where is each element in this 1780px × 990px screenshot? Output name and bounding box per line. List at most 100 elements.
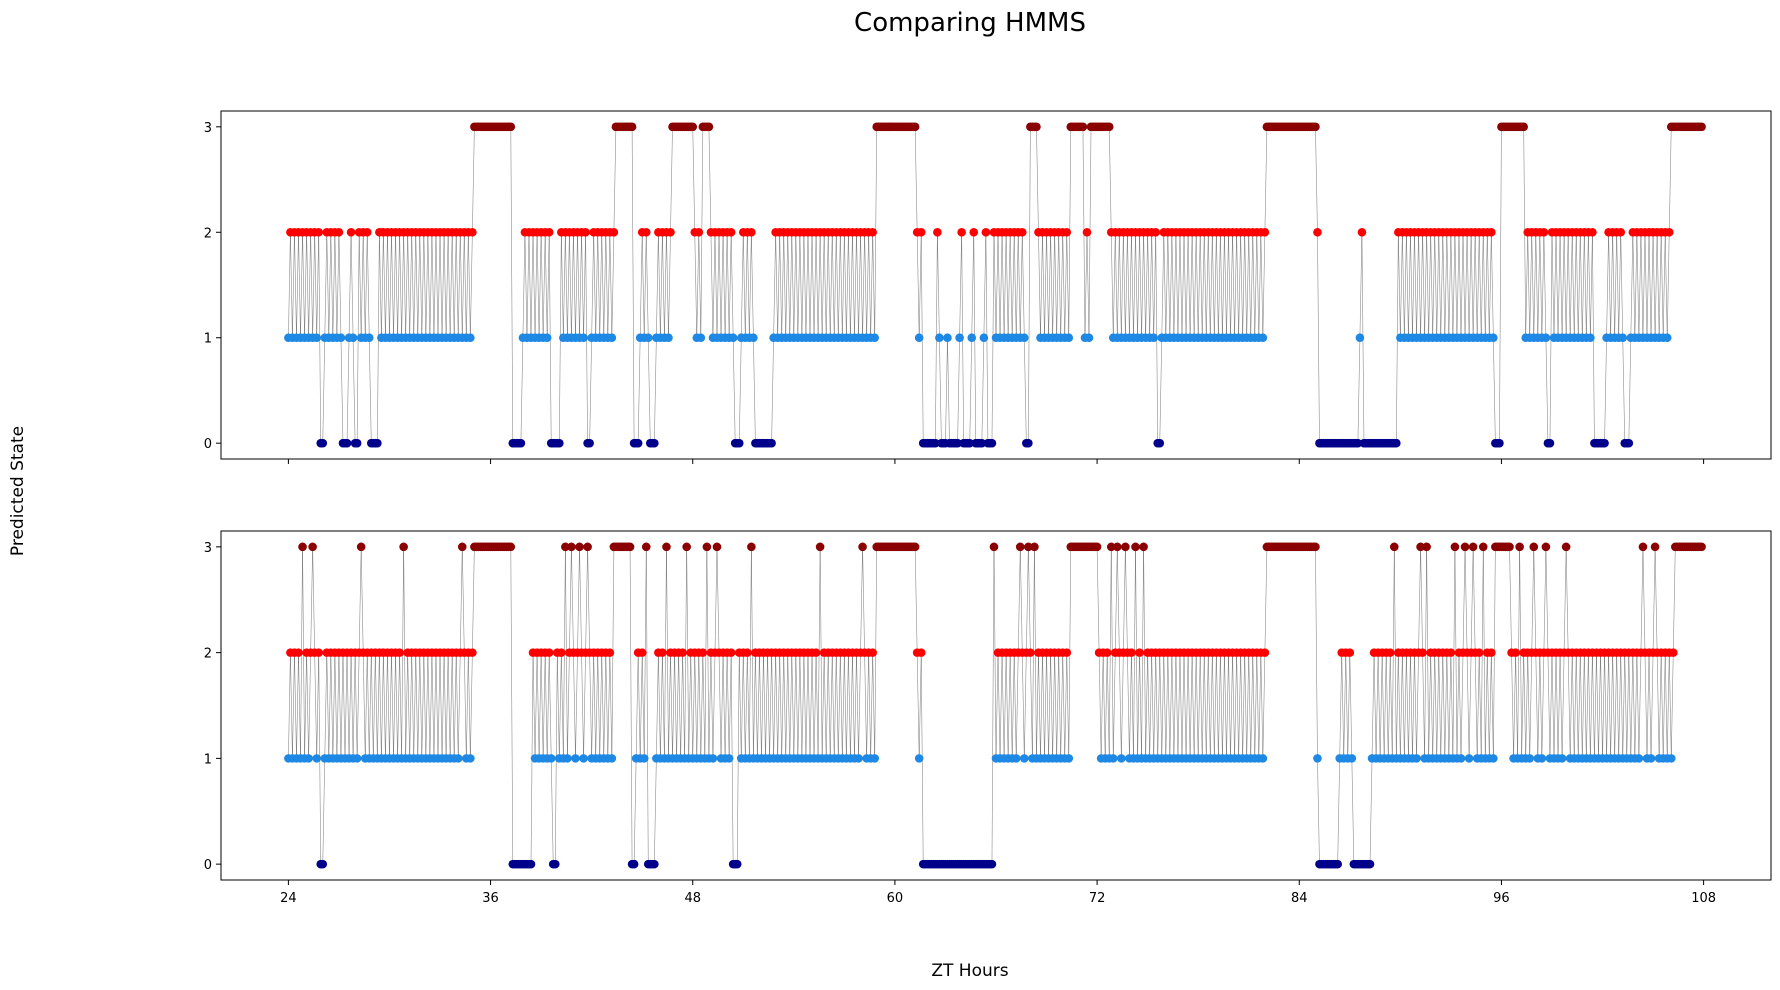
top-state-line-segment — [308, 232, 311, 338]
top-state-line-segment — [1499, 126, 1502, 444]
bottom-state-line-segment — [1205, 652, 1209, 759]
top-state-line-segment — [1038, 232, 1041, 338]
bottom-state-line-segment — [1167, 652, 1171, 759]
bottom-state-point — [352, 754, 362, 763]
bottom-state-line-segment — [856, 652, 859, 759]
bottom-state-line-segment — [1468, 652, 1472, 759]
bottom-state-line-segment — [991, 546, 995, 865]
bottom-state-point — [1464, 754, 1474, 763]
top-state-line-segment — [914, 126, 918, 233]
bottom-state-line-segment — [407, 652, 410, 759]
bottom-state-line-segment — [1533, 546, 1537, 653]
bottom-state-line-segment — [377, 652, 380, 759]
top-state-line-segment — [607, 232, 611, 338]
bottom-state-line-segment — [573, 652, 576, 759]
top-state-line-segment — [1440, 232, 1444, 338]
bottom-state-line-segment — [1648, 652, 1652, 759]
top-state-line-segment — [1666, 232, 1670, 338]
top-state-point — [1311, 122, 1320, 132]
bottom-state-line-segment — [468, 652, 471, 759]
bottom-state-line-segment — [1537, 652, 1541, 759]
bottom-state-line-segment — [1232, 652, 1235, 759]
top-state-line-segment — [1632, 232, 1636, 338]
bottom-state-line-segment — [1598, 652, 1601, 759]
bottom-state-line-segment — [740, 652, 744, 759]
bottom-state-line-segment — [1584, 652, 1587, 759]
bottom-state-point — [312, 754, 322, 763]
bottom-state-line-segment — [1573, 652, 1577, 759]
top-state-line-segment — [957, 337, 960, 444]
bottom-state-point — [1474, 648, 1484, 657]
top-state-point — [749, 333, 758, 343]
bottom-state-line-segment — [451, 652, 455, 759]
bottom-state-line-segment — [356, 652, 360, 759]
top-state-line-segment — [1630, 232, 1634, 338]
bottom-state-point — [858, 542, 867, 552]
bottom-state-line-segment — [328, 652, 332, 759]
top-state-point — [914, 333, 924, 343]
top-state-line-segment — [599, 232, 603, 338]
bottom-state-line-segment — [1608, 652, 1611, 759]
bottom-state-line-segment — [676, 652, 679, 759]
top-state-point — [346, 227, 356, 237]
bottom-state-line-segment — [591, 652, 594, 759]
top-state-line-segment — [1476, 232, 1480, 338]
top-state-line-segment — [385, 232, 388, 338]
bottom-state-line-segment — [1351, 758, 1355, 865]
bottom-state-line-segment — [742, 652, 746, 759]
top-state-line-segment — [510, 126, 514, 444]
bottom-state-point — [811, 648, 821, 657]
top-state-line-segment — [856, 232, 859, 338]
bottom-state-line-segment — [427, 652, 431, 759]
top-state-line-segment — [1588, 232, 1591, 338]
bottom-state-line-segment — [668, 652, 671, 759]
top-state-line-segment — [1193, 232, 1197, 338]
bottom-state-point — [658, 648, 667, 657]
bottom-state-line-segment — [1201, 652, 1205, 759]
bottom-state-line-segment — [1428, 652, 1431, 759]
top-state-line-segment — [1127, 232, 1130, 338]
top-state-line-segment — [751, 232, 754, 338]
bottom-state-line-segment — [1163, 652, 1167, 759]
bottom-state-line-segment — [1513, 652, 1516, 759]
bottom-state-line-segment — [1203, 652, 1207, 759]
top-state-line-segment — [999, 232, 1003, 338]
bottom-state-line-segment — [1565, 546, 1569, 653]
bottom-state-line-segment — [1011, 652, 1015, 759]
bottom-state-line-segment — [1606, 652, 1609, 759]
top-state-point — [969, 227, 979, 237]
bottom-state-line-segment — [831, 652, 835, 759]
bottom-state-line-segment — [747, 652, 750, 759]
bottom-state-line-segment — [1672, 546, 1676, 653]
bottom-state-line-segment — [1123, 546, 1126, 653]
top-state-line-segment — [658, 232, 661, 338]
bottom-state-line-segment — [1005, 652, 1009, 759]
bottom-state-line-segment — [1054, 652, 1057, 759]
top-state-line-segment — [1060, 232, 1064, 338]
top-state-line-segment — [358, 232, 362, 338]
top-state-line-segment — [288, 232, 291, 338]
bottom-state-line-segment — [654, 758, 657, 865]
bottom-state-point — [583, 542, 592, 552]
bottom-state-line-segment — [1418, 546, 1421, 653]
bottom-state-line-segment — [763, 652, 766, 759]
top-state-line-segment — [645, 232, 649, 338]
bottom-state-line-segment — [811, 652, 815, 759]
top-panel-marks — [284, 122, 1706, 448]
top-state-line-segment — [1254, 232, 1258, 338]
top-state-line-segment — [1151, 232, 1154, 338]
top-state-line-segment — [1432, 232, 1436, 338]
top-state-line-segment — [795, 232, 799, 338]
bottom-state-line-segment — [1630, 652, 1634, 759]
top-state-line-segment — [1539, 232, 1543, 338]
bottom-state-point — [1561, 542, 1571, 552]
bottom-state-line-segment — [720, 652, 724, 759]
top-state-line-segment — [613, 126, 617, 233]
bottom-state-point — [607, 754, 617, 763]
top-state-point — [1600, 438, 1609, 448]
top-state-point — [1024, 438, 1033, 448]
bottom-state-line-segment — [1125, 546, 1128, 653]
top-state-line-segment — [609, 232, 613, 338]
bottom-state-point — [308, 542, 317, 552]
bottom-state-line-segment — [559, 652, 562, 759]
